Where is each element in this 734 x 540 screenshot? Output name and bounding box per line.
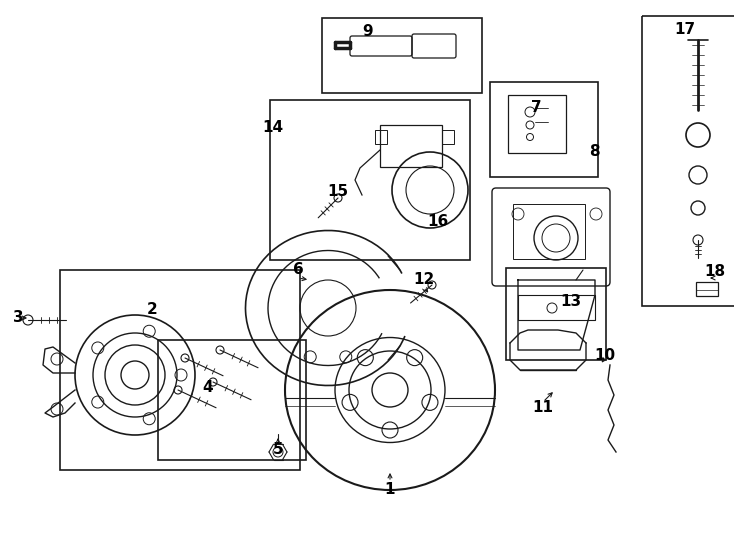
Text: 15: 15 (327, 185, 349, 199)
Bar (508, 95, 566, 153)
Bar (375, 130, 387, 144)
Text: 16: 16 (427, 214, 448, 230)
Text: 13: 13 (561, 294, 581, 309)
Bar (506, 268, 606, 360)
Text: 3: 3 (12, 310, 23, 326)
Text: 9: 9 (363, 24, 374, 39)
Text: 14: 14 (263, 120, 283, 136)
Bar (696, 282, 718, 296)
Text: 5: 5 (273, 442, 283, 457)
Bar (322, 18, 482, 93)
Text: 17: 17 (675, 23, 696, 37)
Bar (380, 125, 442, 167)
Text: 18: 18 (705, 265, 726, 280)
Bar (442, 130, 454, 144)
Text: 2: 2 (147, 302, 157, 318)
Bar (490, 82, 598, 177)
Bar (60, 270, 300, 470)
Text: 12: 12 (413, 273, 435, 287)
Bar (158, 340, 306, 460)
Text: 11: 11 (532, 401, 553, 415)
Bar (642, 16, 734, 306)
Text: 8: 8 (589, 145, 600, 159)
Text: 6: 6 (293, 262, 303, 278)
Text: 1: 1 (385, 483, 395, 497)
Bar (270, 100, 470, 260)
Text: 10: 10 (595, 348, 616, 362)
Text: 7: 7 (531, 100, 541, 116)
Bar (513, 204, 585, 259)
Text: 4: 4 (203, 381, 214, 395)
